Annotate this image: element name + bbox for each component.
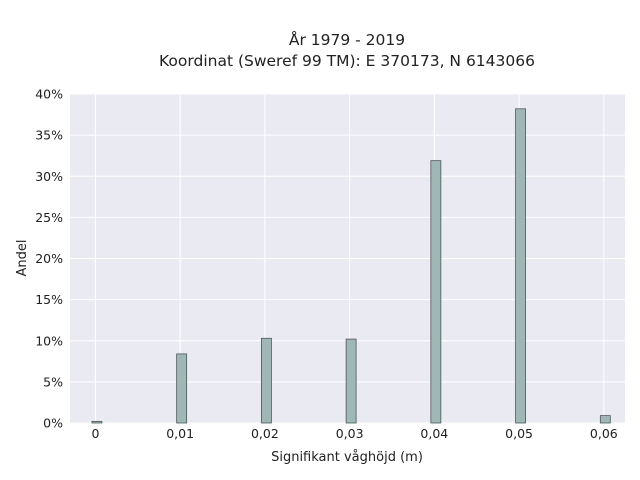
y-tick-label: 5% xyxy=(43,374,63,389)
histogram-bar xyxy=(345,338,357,424)
x-axis-label: Signifikant våghöjd (m) xyxy=(271,450,423,465)
x-tick-label: 0,05 xyxy=(505,426,533,441)
histogram-bar xyxy=(515,108,526,424)
y-tick-label: 15% xyxy=(35,292,63,307)
histogram-bar xyxy=(260,337,272,424)
x-tick-label: 0,01 xyxy=(166,426,194,441)
histogram-bar xyxy=(91,420,103,424)
x-tick-label: 0,03 xyxy=(336,426,364,441)
chart-title-line-2: Koordinat (Sweref 99 TM): E 370173, N 61… xyxy=(159,52,535,70)
x-tick-label: 0 xyxy=(91,426,99,441)
histogram-bar xyxy=(176,353,188,424)
x-tick-label: 0,02 xyxy=(251,426,279,441)
y-axis-label: Andel xyxy=(15,240,30,277)
y-tick-label: 40% xyxy=(35,87,63,102)
chart-title-line-1: År 1979 - 2019 xyxy=(289,30,405,49)
x-tick-label: 0,04 xyxy=(420,426,448,441)
y-tick-label: 20% xyxy=(35,251,63,266)
histogram-bar xyxy=(430,160,442,424)
y-tick-labels: 0% 5% 10% 15% 20% 25% 30% 35% 40% xyxy=(35,87,63,431)
y-tick-label: 30% xyxy=(35,169,63,184)
y-tick-label: 35% xyxy=(35,128,63,143)
x-tick-label: 0,06 xyxy=(590,426,618,441)
histogram-bar xyxy=(599,415,611,424)
y-tick-label: 25% xyxy=(35,210,63,225)
y-tick-label: 0% xyxy=(43,416,63,431)
bars xyxy=(91,108,611,424)
x-tick-labels: 0 0,01 0,02 0,03 0,04 0,05 0,06 xyxy=(91,426,617,441)
y-tick-label: 10% xyxy=(35,333,63,348)
